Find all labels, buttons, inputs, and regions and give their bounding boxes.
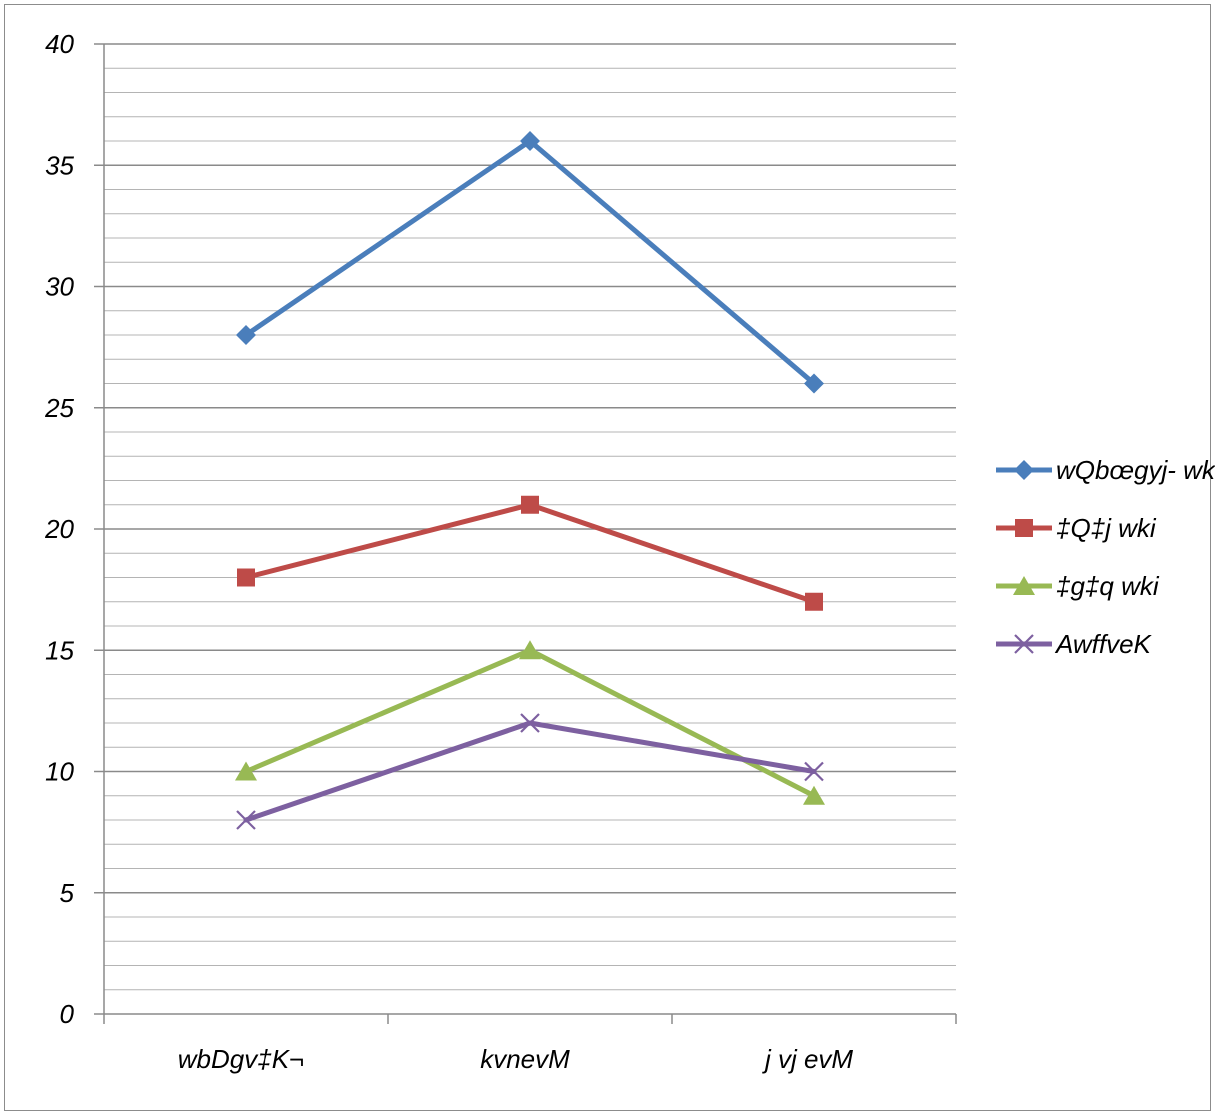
grid-lines bbox=[104, 43, 956, 991]
legend-entry: wQbœgyj- wki bbox=[996, 455, 1215, 485]
legend-label: ‡g‡q wki bbox=[1056, 571, 1160, 601]
x-marker-stroke bbox=[804, 761, 824, 782]
data-point bbox=[236, 810, 256, 830]
y-tick-label: 5 bbox=[60, 878, 75, 908]
legend: wQbœgyj- wki ‡Q‡j wki ‡g‡q wki AwffveK bbox=[996, 455, 1215, 659]
y-tick-label: 10 bbox=[45, 757, 74, 787]
y-tick-label: 40 bbox=[45, 29, 74, 59]
y-tick-label: 15 bbox=[45, 635, 74, 665]
legend-entry: ‡g‡q wki bbox=[996, 571, 1160, 601]
legend-label: wQbœgyj- wki bbox=[1056, 455, 1215, 485]
y-tick-label: 0 bbox=[60, 999, 75, 1029]
legend-label: ‡Q‡j wki bbox=[1056, 513, 1157, 543]
data-point bbox=[520, 713, 540, 733]
x-tick-label: wbDgv‡K¬ bbox=[178, 1044, 304, 1074]
y-tick-label: 25 bbox=[44, 393, 74, 423]
legend-marker bbox=[1014, 460, 1034, 480]
legend-label: AwffveK bbox=[1054, 629, 1153, 659]
chart-frame bbox=[4, 4, 1211, 1111]
data-point bbox=[803, 785, 825, 805]
x-tick-label: j vj evM bbox=[762, 1044, 853, 1074]
legend-marker bbox=[1013, 576, 1035, 595]
data-point bbox=[236, 325, 256, 345]
data-point bbox=[235, 761, 257, 781]
series-3 bbox=[235, 640, 825, 805]
data-point bbox=[519, 640, 541, 660]
y-tick-label: 20 bbox=[44, 514, 74, 544]
data-point bbox=[520, 131, 540, 151]
series-1 bbox=[236, 131, 824, 394]
data-point bbox=[804, 761, 824, 782]
x-tick-label: kvnevM bbox=[480, 1044, 570, 1074]
data-point bbox=[805, 592, 823, 611]
legend-entry: AwffveK bbox=[996, 629, 1153, 659]
legend-entry: ‡Q‡j wki bbox=[996, 513, 1157, 543]
x-marker-stroke bbox=[520, 713, 540, 733]
y-tick-label: 30 bbox=[45, 272, 74, 302]
data-point bbox=[237, 568, 255, 587]
y-tick-label: 35 bbox=[45, 150, 74, 180]
legend-marker bbox=[1014, 634, 1034, 654]
x-marker-stroke bbox=[1014, 634, 1034, 654]
legend-marker bbox=[1015, 519, 1033, 537]
series-4 bbox=[236, 713, 824, 830]
x-marker-stroke bbox=[236, 810, 256, 830]
series-2 bbox=[237, 495, 823, 611]
y-axis-ticks: 0 5 10 15 20 25 30 35 40 bbox=[44, 29, 104, 1029]
data-point bbox=[804, 373, 824, 394]
series-lines bbox=[235, 131, 825, 830]
data-point bbox=[521, 495, 539, 514]
x-axis-ticks: wbDgv‡K¬ kvnevM j vj evM bbox=[103, 1014, 957, 1074]
